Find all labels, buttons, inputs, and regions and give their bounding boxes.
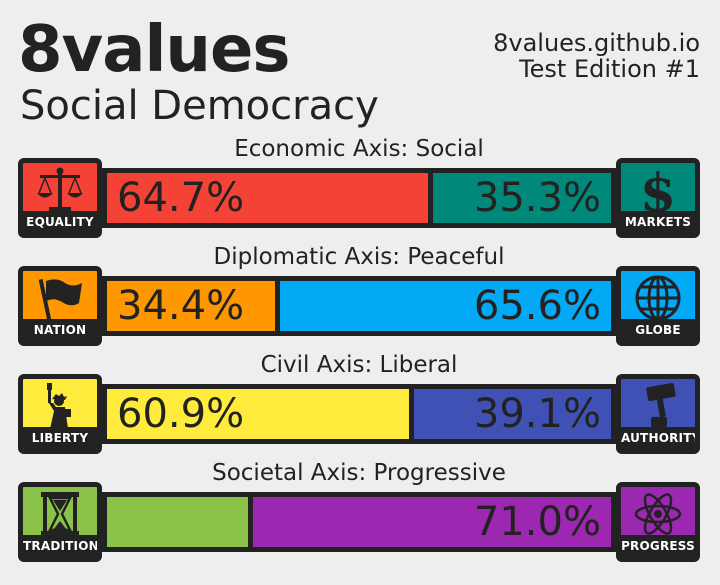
tradition-label: TRADITION xyxy=(23,535,97,557)
progress-label: PROGRESS xyxy=(621,535,695,557)
civil-bar: 60.9% 39.1% xyxy=(102,384,616,444)
authority-icon-box: AUTHORITY xyxy=(616,374,700,454)
axis-label: Societal Axis: Progressive xyxy=(212,460,506,486)
globe-value: 65.6% xyxy=(473,283,601,329)
liberty-icon-box: LIBERTY xyxy=(18,374,102,454)
scales-icon xyxy=(37,167,83,211)
liberty-value: 60.9% xyxy=(117,391,245,437)
atom-icon xyxy=(634,493,682,535)
societal-bar: 71.0% xyxy=(102,492,616,552)
markets-segment: 35.3% xyxy=(433,173,611,223)
tradition-segment xyxy=(107,497,254,547)
nation-value: 34.4% xyxy=(117,283,245,329)
authority-segment: 39.1% xyxy=(413,389,611,439)
nation-icon-box: NATION xyxy=(18,266,102,346)
progress-value: 71.0% xyxy=(473,499,601,545)
markets-icon-box: $ MARKETS xyxy=(616,158,700,238)
markets-value: 35.3% xyxy=(473,175,601,221)
nation-segment: 34.4% xyxy=(107,281,281,331)
equality-label: EQUALITY xyxy=(23,211,97,233)
dollar-icon: $ xyxy=(640,165,676,215)
civil-axis: Civil Axis: Liberal LIBERTY 60.9% 39.1% xyxy=(18,352,700,454)
societal-axis: Societal Axis: Progressive TRADITION 71.… xyxy=(18,460,700,562)
diplomatic-axis: Diplomatic Axis: Peaceful NATION 34.4% 6… xyxy=(18,244,700,346)
page-title: 8values xyxy=(18,13,290,87)
flag-icon xyxy=(38,279,82,321)
equality-segment: 64.7% xyxy=(107,173,434,223)
svg-text:$: $ xyxy=(640,165,676,215)
liberty-segment: 60.9% xyxy=(107,389,414,439)
economic-bar: 64.7% 35.3% xyxy=(102,168,616,228)
axis-label: Civil Axis: Liberal xyxy=(260,352,458,378)
axis-label: Economic Axis: Social xyxy=(234,136,484,162)
site-url: 8values.github.io xyxy=(493,29,700,57)
tradition-icon-box: TRADITION xyxy=(18,482,102,562)
globe-icon xyxy=(635,275,681,321)
equality-value: 64.7% xyxy=(117,175,245,221)
axis-label: Diplomatic Axis: Peaceful xyxy=(213,244,505,270)
gavel-icon xyxy=(646,382,676,427)
globe-segment: 65.6% xyxy=(280,281,611,331)
progress-segment: 71.0% xyxy=(253,497,611,547)
progress-icon-box: PROGRESS xyxy=(616,482,700,562)
authority-value: 39.1% xyxy=(473,391,601,437)
diplomatic-bar: 34.4% 65.6% xyxy=(102,276,616,336)
equality-icon-box: EQUALITY xyxy=(18,158,102,238)
markets-label: MARKETS xyxy=(621,211,695,233)
globe-icon-box: GLOBE xyxy=(616,266,700,346)
ideology-subtitle: Social Democracy xyxy=(20,83,379,129)
nation-label: NATION xyxy=(23,319,97,341)
economic-axis: Economic Axis: Social EQUALITY 64.7% 35.… xyxy=(18,136,700,238)
site-info: 8values.github.io Test Edition #1 xyxy=(493,30,700,83)
liberty-label: LIBERTY xyxy=(23,427,97,449)
globe-label: GLOBE xyxy=(621,319,695,341)
authority-label: AUTHORITY xyxy=(621,427,695,449)
hourglass-icon xyxy=(41,492,79,536)
edition-label: Test Edition #1 xyxy=(519,55,700,84)
statue-of-liberty-icon xyxy=(47,383,71,429)
